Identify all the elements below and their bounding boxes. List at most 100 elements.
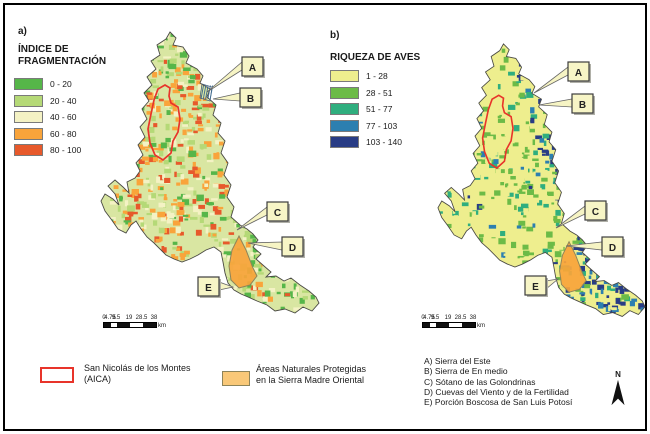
- legend-label: 40 - 60: [50, 112, 77, 123]
- scalebar-tick: 19: [125, 315, 133, 321]
- scalebar-tick: 0: [421, 315, 425, 321]
- callout-box-a: [567, 61, 590, 82]
- panel-a-legend: 0 - 20 20 - 40 40 - 60 60 - 80 80 - 100: [14, 76, 81, 159]
- legend-label: 77 - 103: [366, 120, 398, 131]
- anp-polygon: [228, 234, 258, 289]
- aica-outline-swatch: [40, 367, 74, 383]
- scalebar-ticks: 0 4.75 9.5 19 28.5 38: [421, 315, 478, 322]
- scalebar-bar: [103, 322, 157, 328]
- site-b: B) Sierra de En medio: [424, 366, 508, 377]
- scalebar-tick: 28.5: [135, 315, 148, 321]
- aica-outline: [481, 94, 514, 170]
- callout-letter: A: [249, 63, 256, 74]
- legend-item: 60 - 80: [14, 126, 81, 143]
- callout-letter: C: [592, 207, 599, 218]
- scalebar-tick: 9.5: [430, 315, 440, 321]
- callout-letter: B: [247, 94, 254, 105]
- callout-leader: [538, 98, 573, 108]
- callout-leader: [533, 66, 569, 94]
- callout-letter: E: [205, 283, 212, 294]
- callout-letter: E: [532, 282, 539, 293]
- aica-label-line2: (AICA): [84, 374, 111, 384]
- scalebar-unit: km: [158, 323, 166, 329]
- legend-item: 103 - 140: [330, 134, 402, 151]
- legend-item: 20 - 40: [14, 93, 81, 110]
- anp-label: Áreas Naturales Protegidas en la Sierra …: [256, 364, 366, 386]
- legend-label: 28 - 51: [366, 87, 393, 98]
- aica-label-line1: San Nicolás de los Montes: [84, 363, 191, 373]
- map-panel-a: A B C D E: [100, 31, 320, 314]
- scalebar-unit: km: [477, 323, 485, 329]
- site-c: C) Sótano de las Golondrinas: [424, 376, 536, 387]
- legend-swatch: [14, 78, 43, 91]
- legend-swatch: [14, 144, 43, 157]
- scalebar-a: 0 4.75 9.5 19 28.5 38 km: [102, 315, 173, 329]
- legend-label: 60 - 80: [50, 128, 77, 139]
- scalebar-tick: 38: [469, 315, 477, 321]
- site-list: A) Sierra del Este B) Sierra de En medio…: [424, 356, 572, 407]
- callout-box-b: [571, 93, 594, 114]
- callout-box-c: [584, 200, 607, 221]
- callout-leader: [206, 61, 243, 93]
- callout-letter: B: [579, 100, 586, 111]
- anp-fill-swatch: [222, 371, 250, 386]
- legend-swatch: [330, 70, 359, 83]
- callout-letter: A: [575, 68, 582, 79]
- callout-box-d: [601, 236, 624, 257]
- panel-b-label: b): [330, 30, 340, 41]
- map-outline: [437, 43, 646, 317]
- hatched-area-marker: [199, 83, 213, 102]
- panel-b-legend: 1 - 28 28 - 51 51 - 77 77 - 103 103 - 14…: [330, 68, 402, 151]
- legend-label: 103 - 140: [366, 137, 402, 148]
- aica-label: San Nicolás de los Montes (AICA): [84, 363, 191, 385]
- scalebar-tick: 0: [102, 315, 106, 321]
- scalebar-b: 0 4.75 9.5 19 28.5 38 km: [421, 315, 492, 329]
- legend-swatch: [330, 136, 359, 149]
- callout-box-e: [524, 275, 547, 296]
- legend-label: 1 - 28: [366, 71, 388, 82]
- anp-polygon: [559, 240, 587, 293]
- scalebar-tick: 38: [150, 315, 158, 321]
- callout-box-e: [197, 276, 220, 297]
- legend-item: 51 - 77: [330, 101, 402, 118]
- scalebar-tick: 19: [444, 315, 452, 321]
- legend-swatch: [330, 103, 359, 116]
- legend-item: 0 - 20: [14, 76, 81, 93]
- scalebar-tick: 4.75: [423, 315, 435, 321]
- callout-box-c: [266, 201, 289, 222]
- aica-outline: [147, 84, 181, 162]
- scalebar-ticks: 0 4.75 9.5 19 28.5 38: [102, 315, 159, 322]
- legend-item: 1 - 28: [330, 68, 402, 85]
- site-e: E) Porción Boscosa de San Luis Potosí: [424, 397, 573, 408]
- legend-swatch: [14, 94, 43, 107]
- callout-box-d: [281, 236, 304, 257]
- callout-letter: C: [274, 208, 281, 219]
- north-arrow-icon: [611, 379, 625, 406]
- figure-border: [3, 3, 647, 431]
- legend-item: 28 - 51: [330, 85, 402, 102]
- callout-box-b: [239, 87, 262, 108]
- site-a: A) Sierra del Este: [424, 356, 491, 366]
- legend-item: 80 - 100: [14, 142, 81, 159]
- legend-label: 20 - 40: [50, 95, 77, 106]
- map-panel-b: A B C D E: [437, 43, 646, 317]
- legend-swatch: [330, 119, 359, 132]
- panel-a-title: ÍNDICE DE FRAGMENTACIÓN: [18, 44, 107, 67]
- callout-box-a: [241, 56, 264, 77]
- scalebar-tick: 9.5: [111, 315, 121, 321]
- anp-label-line2: en la Sierra Madre Oriental: [256, 375, 365, 385]
- site-d: D) Cuevas del Viento y de la Fertilidad: [424, 386, 569, 397]
- legend-item: 40 - 60: [14, 109, 81, 126]
- legend-item: 77 - 103: [330, 118, 402, 135]
- scalebar-tick: 4.75: [104, 315, 116, 321]
- legend-swatch: [330, 86, 359, 99]
- north-arrow: N: [605, 371, 631, 412]
- legend-swatch: [14, 111, 43, 124]
- legend-label: 80 - 100: [50, 145, 82, 156]
- callout-leader: [212, 92, 241, 102]
- legend-label: 0 - 20: [50, 79, 72, 90]
- callout-letter: D: [289, 243, 296, 254]
- north-label: N: [615, 370, 621, 379]
- legend-swatch: [14, 127, 43, 140]
